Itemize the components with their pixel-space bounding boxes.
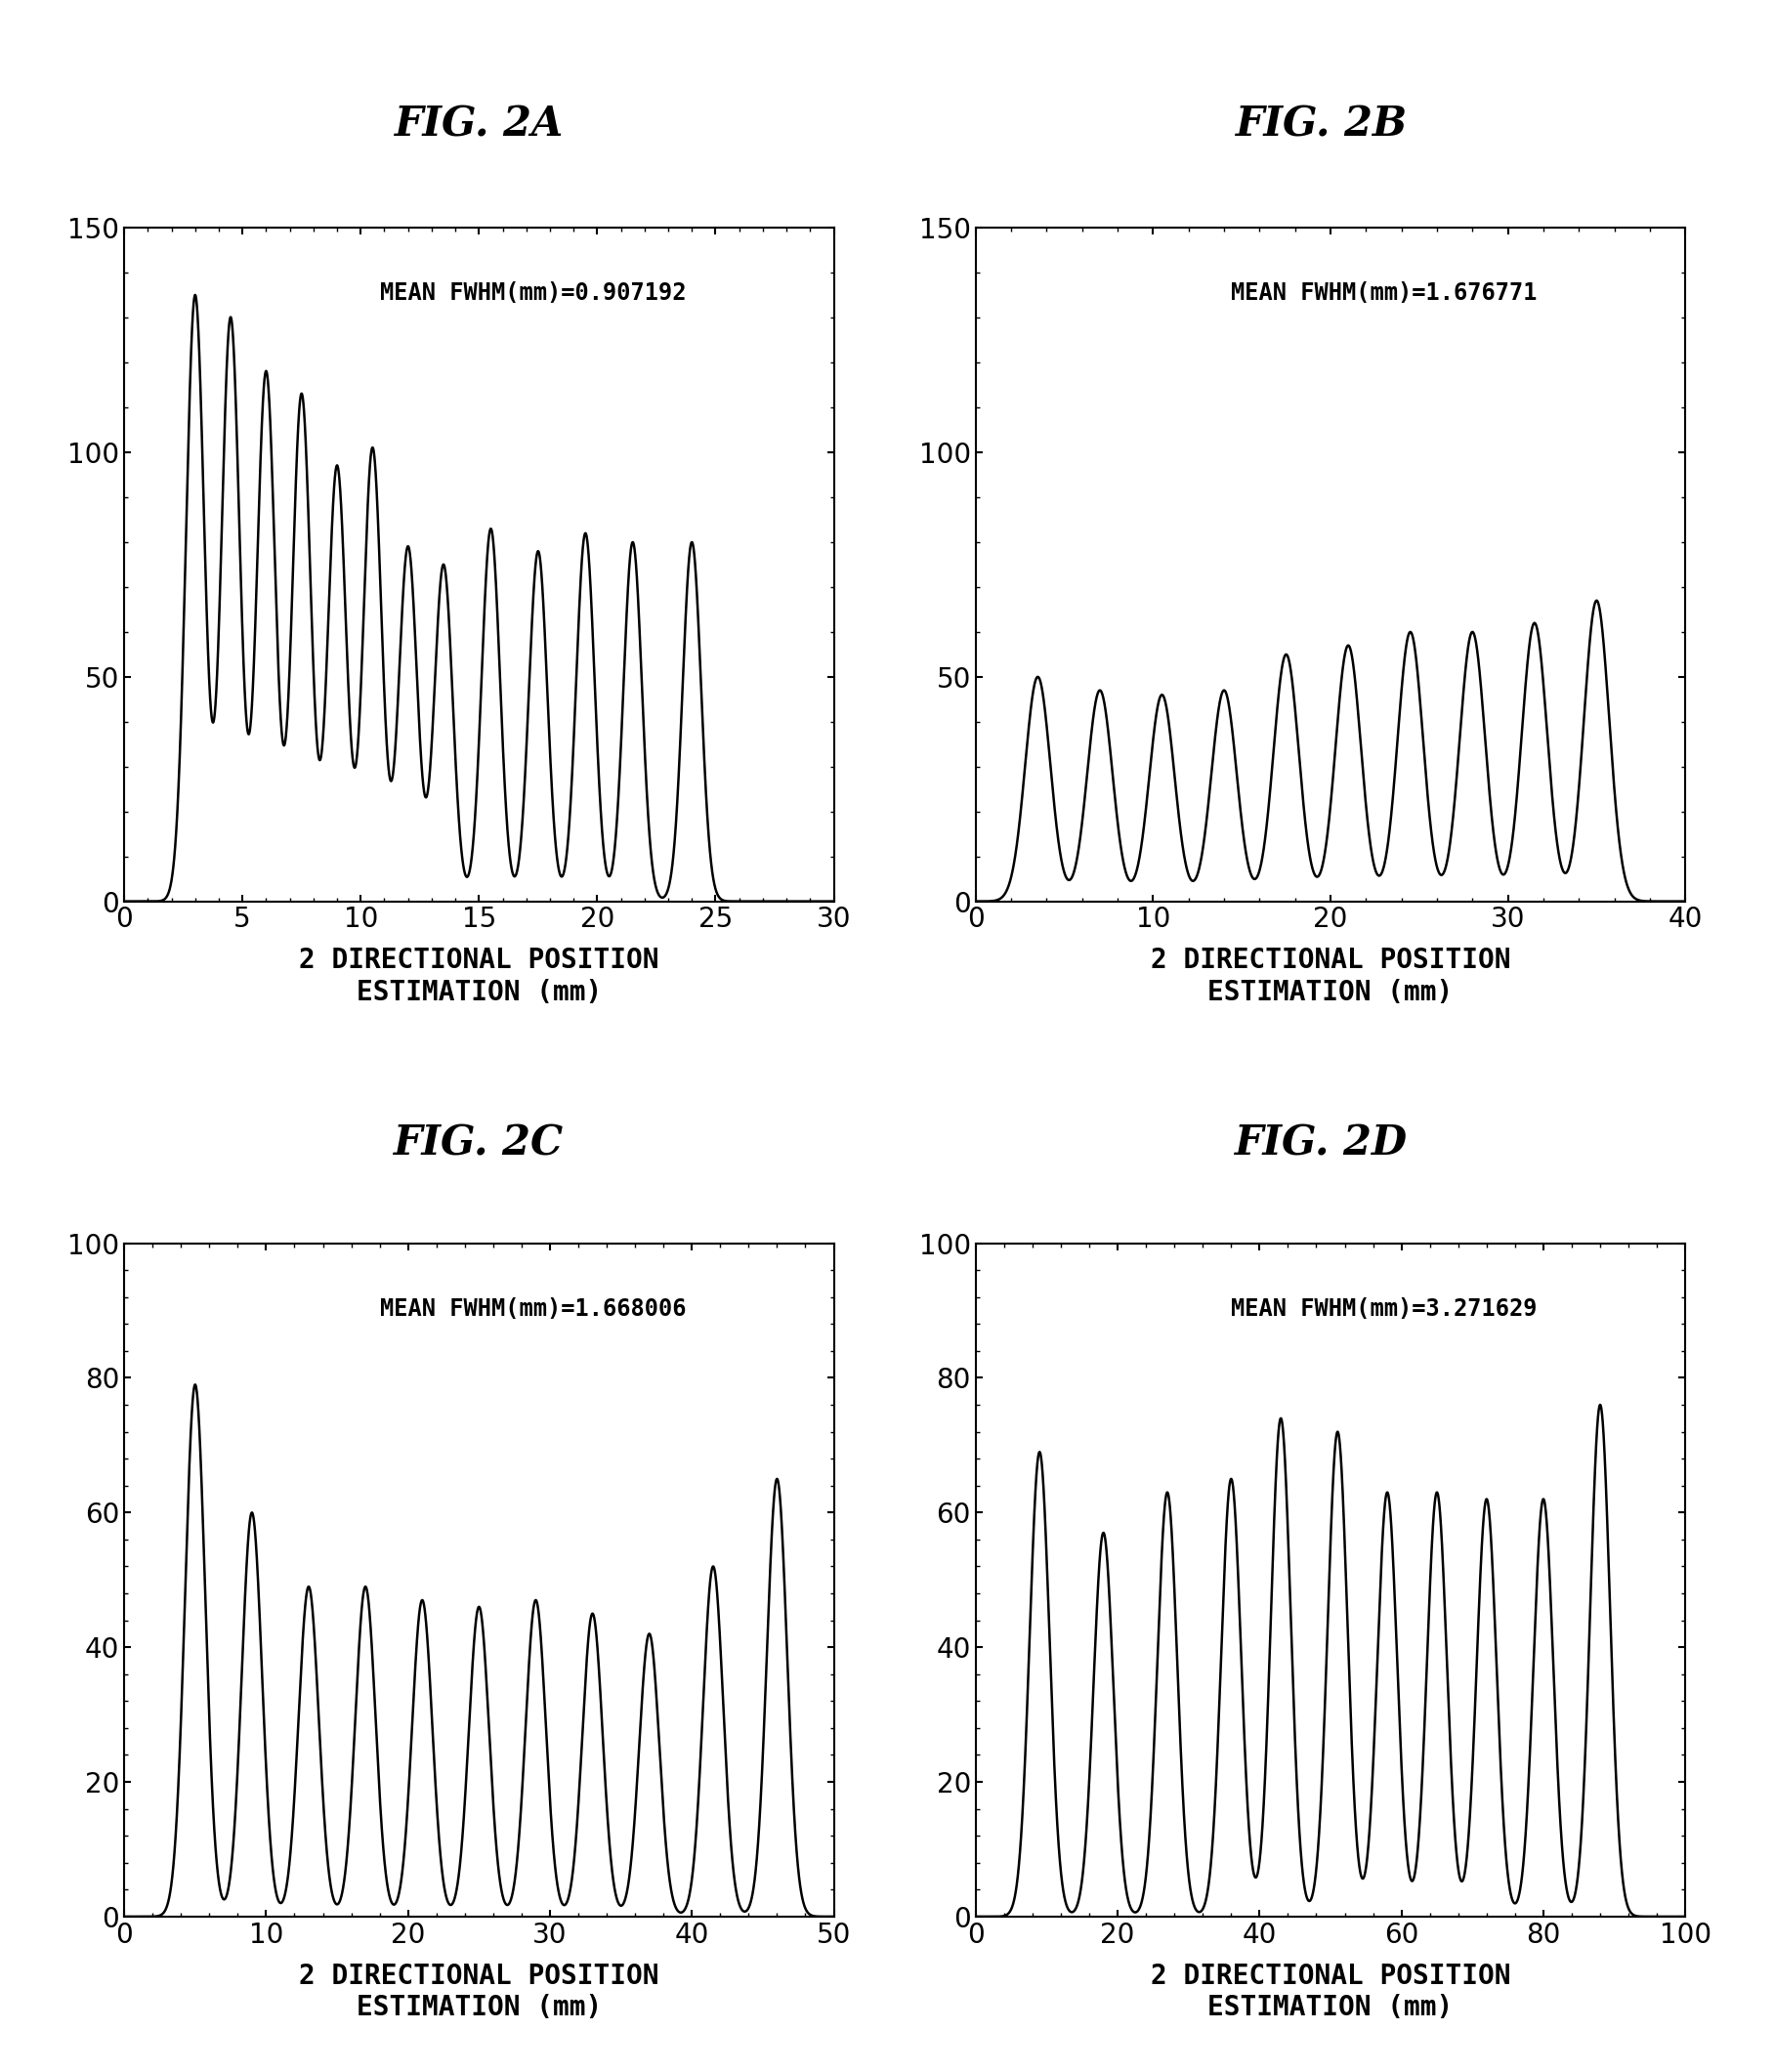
Text: MEAN FWHM(mm)=1.668006: MEAN FWHM(mm)=1.668006: [380, 1297, 687, 1320]
Text: FIG. 2D: FIG. 2D: [1235, 1123, 1409, 1164]
X-axis label: 2 DIRECTIONAL POSITION
ESTIMATION (mm): 2 DIRECTIONAL POSITION ESTIMATION (mm): [300, 947, 658, 1007]
Text: MEAN FWHM(mm)=0.907192: MEAN FWHM(mm)=0.907192: [380, 282, 687, 305]
X-axis label: 2 DIRECTIONAL POSITION
ESTIMATION (mm): 2 DIRECTIONAL POSITION ESTIMATION (mm): [1151, 947, 1510, 1007]
Text: FIG. 2C: FIG. 2C: [394, 1123, 564, 1164]
Text: MEAN FWHM(mm)=3.271629: MEAN FWHM(mm)=3.271629: [1231, 1297, 1538, 1320]
Text: FIG. 2A: FIG. 2A: [394, 104, 564, 145]
X-axis label: 2 DIRECTIONAL POSITION
ESTIMATION (mm): 2 DIRECTIONAL POSITION ESTIMATION (mm): [300, 1962, 658, 2022]
Text: MEAN FWHM(mm)=1.676771: MEAN FWHM(mm)=1.676771: [1231, 282, 1538, 305]
Text: FIG. 2B: FIG. 2B: [1236, 104, 1407, 145]
X-axis label: 2 DIRECTIONAL POSITION
ESTIMATION (mm): 2 DIRECTIONAL POSITION ESTIMATION (mm): [1151, 1962, 1510, 2022]
